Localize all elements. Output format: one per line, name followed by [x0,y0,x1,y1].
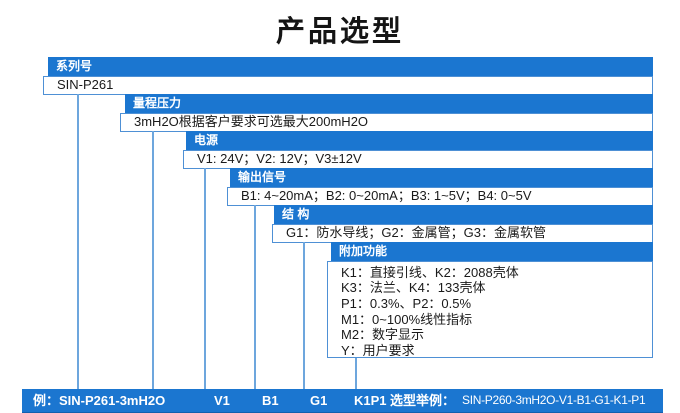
level-value-power: V1: 24V；V2: 12V；V3±12V [183,149,653,169]
output-signal-value-text: B1: 4~20mA；B2: 0~20mA；B3: 1~5V；B4: 0~5V [241,187,532,203]
connector-line-series [77,94,79,389]
range-value-text: 3mH2O根据客户要求可选最大200mH2O [134,113,369,129]
connector-line-additional [355,358,357,389]
level-value-output-signal: B1: 4~20mA；B2: 0~20mA；B3: 1~5V；B4: 0~5V [227,186,653,206]
footer-code-power: V1 [214,393,230,408]
level-bar-additional-functions: 附加功能 [331,242,653,261]
level-value-range: 3mH2O根据客户要求可选最大200mH2O [120,112,653,132]
level-bar-structure: 结 构 [274,205,653,224]
footer-selection-label: 选型举例： [390,393,456,408]
additional-option-y: Y：用户要求 [341,343,415,359]
footer-example-label: 例：SIN-P261-3mH2O [33,393,166,408]
footer-code-output: B1 [262,393,279,408]
footer-code-additional: K1P1 [354,393,387,408]
level-label-structure: 结 构 [282,207,310,221]
level-bar-range: 量程压力 [125,94,653,113]
level-label-range: 量程压力 [133,96,182,110]
page-title: 产品选型 [275,16,404,48]
level-label-additional-functions: 附加功能 [339,244,388,258]
level-label-series: 系列号 [56,59,93,73]
series-value-text: SIN-P261 [57,76,114,92]
footer-selection-code: SIN-P260-3mH2O-V1-B1-G1-K1-P1 [462,393,646,407]
level-bar-output-signal: 输出信号 [230,168,653,187]
example-code-bar: 例：SIN-P261-3mH2O V1 B1 G1 K1P1 选型举例： SIN… [22,389,663,413]
additional-option-k3-k4: K3：法兰、K4：133壳体 [341,280,486,296]
footer-code-structure: G1 [310,393,328,408]
connector-line-range [152,131,154,389]
additional-option-m2: M2：数字显示 [341,327,425,343]
level-value-additional-functions: K1：直接引线、K2：2088壳体 K3：法兰、K4：133壳体 P1：0.3%… [327,260,653,359]
level-value-series: SIN-P261 [43,75,653,95]
additional-option-m1: M1：0~100%线性指标 [341,311,473,327]
power-value-text: V1: 24V；V2: 12V；V3±12V [197,150,362,166]
structure-value-text: G1：防水导线；G2：金属管；G3：金属软管 [286,224,547,240]
additional-option-k1-k2: K1：直接引线、K2：2088壳体 [341,264,519,280]
level-label-output-signal: 输出信号 [238,170,287,184]
level-label-power: 电源 [194,133,219,147]
connector-line-output [254,205,256,389]
level-bar-series: 系列号 [48,57,653,76]
level-value-structure: G1：防水导线；G2：金属管；G3：金属软管 [272,223,653,243]
level-bar-power: 电源 [186,131,653,150]
additional-option-p1-p2: P1：0.3%、P2：0.5% [341,295,472,311]
connector-line-structure [303,242,305,389]
connector-line-power [204,168,206,389]
